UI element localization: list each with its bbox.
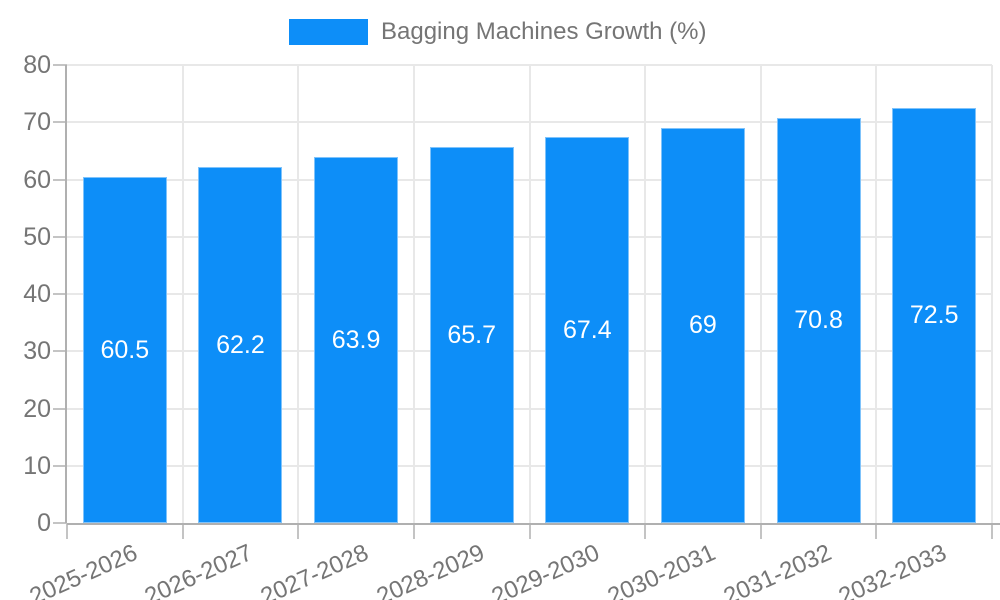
x-axis-tick xyxy=(181,523,184,539)
y-axis-tick xyxy=(53,293,67,295)
x-gridline xyxy=(412,65,415,523)
x-axis-tick xyxy=(412,523,415,539)
y-axis-tick xyxy=(53,178,67,181)
bar[interactable]: 65.7 xyxy=(429,146,514,523)
bar-value-label: 72.5 xyxy=(909,301,959,330)
bar-value-label: 63.9 xyxy=(331,326,381,355)
y-axis-tick-label: 80 xyxy=(23,51,51,79)
bar[interactable]: 69 xyxy=(660,127,745,523)
x-axis-category-label: 2025-2026 xyxy=(25,539,142,600)
x-gridline xyxy=(528,65,531,523)
x-axis-tick xyxy=(297,523,300,539)
y-axis-tick-label: 70 xyxy=(23,108,51,137)
x-axis-tick xyxy=(66,523,68,539)
x-axis-tick xyxy=(644,523,647,539)
y-axis-tick-label: 50 xyxy=(23,222,51,251)
y-axis-tick xyxy=(53,464,67,467)
x-gridline xyxy=(991,65,993,523)
x-axis-line xyxy=(67,523,1000,525)
legend-swatch xyxy=(289,19,368,45)
bar[interactable]: 60.5 xyxy=(82,176,167,523)
bar-value-label: 67.4 xyxy=(562,316,612,345)
bar[interactable]: 67.4 xyxy=(545,137,630,523)
bar[interactable]: 62.2 xyxy=(198,166,283,523)
y-axis-tick-label: 60 xyxy=(23,165,51,194)
y-axis-tick xyxy=(53,121,67,124)
bar-value-label: 69 xyxy=(689,311,717,340)
x-gridline xyxy=(644,65,647,523)
x-gridline xyxy=(297,65,300,523)
x-gridline xyxy=(759,65,762,523)
y-axis-tick-label: 40 xyxy=(23,280,51,308)
x-axis-tick xyxy=(875,523,878,539)
bar-value-label: 62.2 xyxy=(216,330,265,359)
y-axis-tick-label: 30 xyxy=(23,337,51,366)
y-axis-tick xyxy=(53,522,67,524)
y-axis-tick-label: 0 xyxy=(37,509,51,537)
x-axis-tick xyxy=(759,523,762,539)
y-axis-tick-label: 20 xyxy=(23,394,51,423)
x-axis-tick xyxy=(991,523,993,539)
y-axis-tick-label: 10 xyxy=(23,451,51,480)
x-gridline xyxy=(875,65,878,523)
bar[interactable]: 63.9 xyxy=(314,157,399,523)
chart-legend[interactable]: Bagging Machines Growth (%) xyxy=(289,19,706,45)
legend-label: Bagging Machines Growth (%) xyxy=(381,18,707,45)
bar-value-label: 70.8 xyxy=(794,306,843,335)
bar[interactable]: 72.5 xyxy=(892,107,977,523)
y-axis-tick xyxy=(53,64,67,66)
x-axis-tick xyxy=(528,523,531,539)
bar[interactable]: 70.8 xyxy=(776,117,861,523)
bar-value-label: 65.7 xyxy=(447,320,497,349)
y-axis-tick xyxy=(53,235,67,238)
bar-value-label: 60.5 xyxy=(100,335,150,364)
y-axis-tick xyxy=(53,350,67,353)
y-axis-tick xyxy=(53,407,67,410)
x-gridline xyxy=(181,65,184,523)
y-axis-line xyxy=(65,65,67,523)
